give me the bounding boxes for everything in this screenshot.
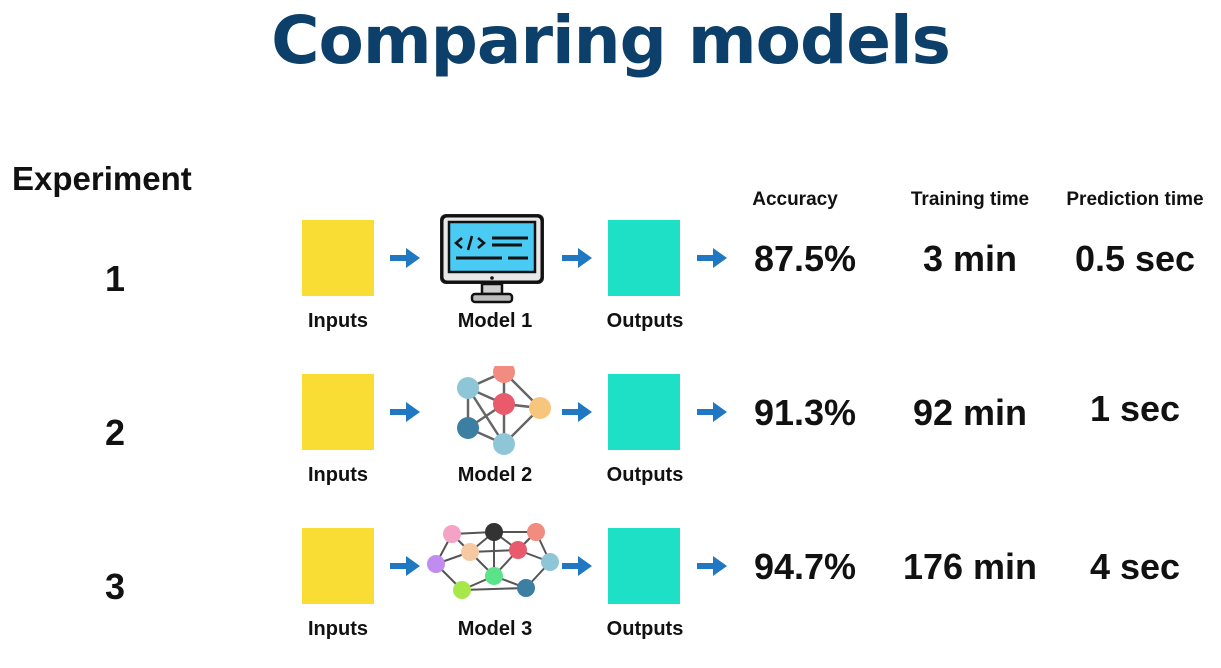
arrow-right-icon (390, 556, 420, 576)
experiment-row-1: 1 Inputs Model 1 Outputs 87.5% 3 min 0.5… (0, 214, 1221, 360)
page-title: Comparing models (271, 2, 951, 79)
experiment-number: 2 (104, 412, 126, 453)
training-time-value: 3 min (922, 238, 1018, 279)
inputs-label: Inputs (308, 464, 368, 486)
inputs-label: Inputs (308, 618, 368, 640)
accuracy-value: 94.7% (753, 546, 857, 587)
inputs-box (302, 220, 374, 296)
experiment-row-3: 3 (0, 523, 1221, 668)
training-time-header: Training time (910, 189, 1030, 210)
model-label: Model 2 (457, 464, 533, 486)
prediction-time-value: 1 sec (1089, 388, 1181, 429)
prediction-time-value: 0.5 sec (1074, 238, 1196, 279)
outputs-label: Outputs (606, 464, 684, 486)
inputs-box (302, 374, 374, 450)
accuracy-value: 91.3% (753, 392, 857, 433)
computer-code-icon (440, 214, 544, 304)
arrow-right-icon (390, 402, 420, 422)
model-label: Model 1 (457, 310, 533, 332)
arrow-right-icon (562, 248, 592, 268)
experiment-number: 3 (104, 566, 126, 607)
arrow-right-icon (390, 248, 420, 268)
arrow-right-icon (697, 248, 727, 268)
outputs-box (608, 374, 680, 450)
outputs-label: Outputs (606, 618, 684, 640)
arrow-right-icon (697, 402, 727, 422)
arrow-right-icon (562, 402, 592, 422)
training-time-value: 92 min (912, 392, 1028, 433)
outputs-box (608, 528, 680, 604)
accuracy-value: 87.5% (753, 238, 857, 279)
outputs-box (608, 220, 680, 296)
large-network-icon (427, 523, 559, 599)
training-time-value: 176 min (902, 546, 1038, 587)
arrow-right-icon (562, 556, 592, 576)
outputs-label: Outputs (606, 310, 684, 332)
inputs-label: Inputs (308, 310, 368, 332)
inputs-box (302, 528, 374, 604)
small-network-icon (457, 366, 551, 455)
experiment-row-2: 2 Inputs Model 2 Outputs 91.3% 92 min 1 … (0, 366, 1221, 514)
model-label: Model 3 (457, 618, 533, 640)
arrow-right-icon (697, 556, 727, 576)
prediction-time-header: Prediction time (1066, 189, 1204, 210)
experiment-heading: Experiment (12, 160, 192, 197)
accuracy-header: Accuracy (752, 189, 838, 210)
experiment-number: 1 (104, 258, 126, 299)
prediction-time-value: 4 sec (1089, 546, 1181, 587)
